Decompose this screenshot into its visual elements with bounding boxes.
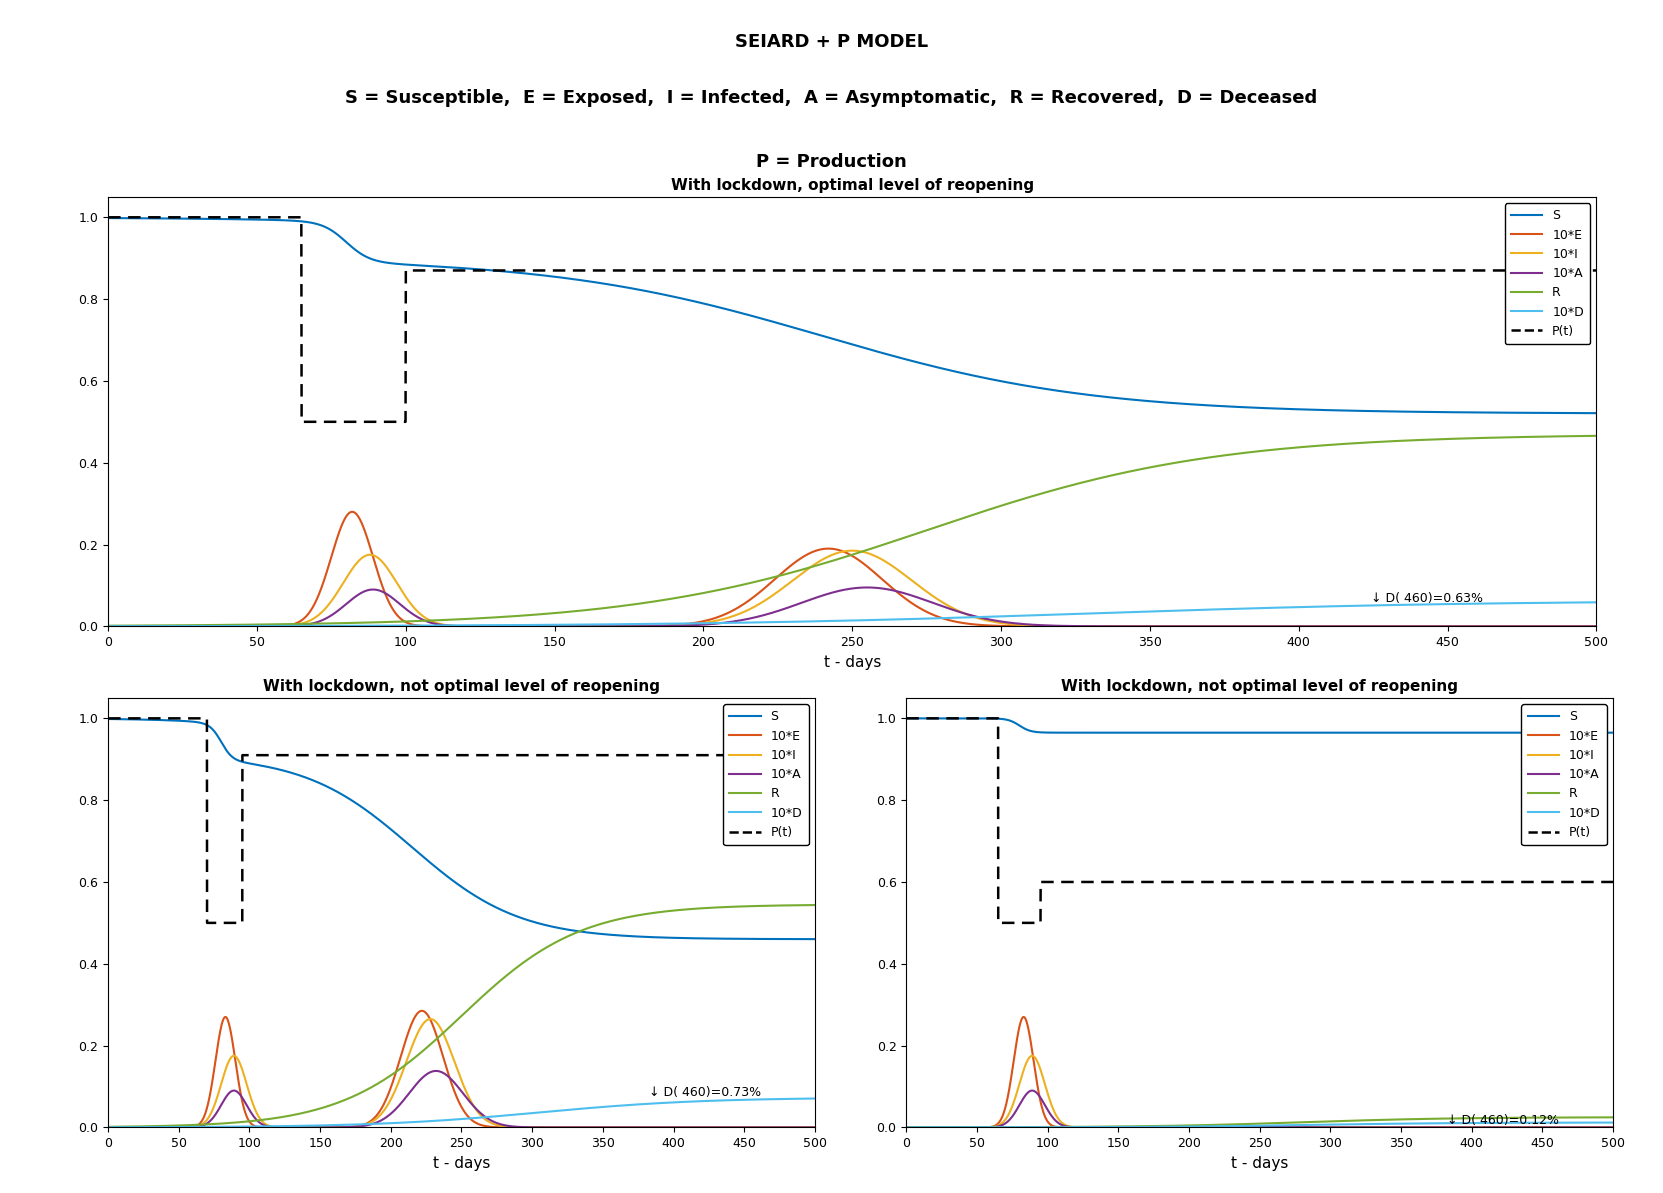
Title: With lockdown, optimal level of reopening: With lockdown, optimal level of reopenin… bbox=[670, 178, 1034, 193]
Text: ↓ D( 460)=0.73%: ↓ D( 460)=0.73% bbox=[649, 1086, 762, 1099]
Text: S = Susceptible,  E = Exposed,  I = Infected,  A = Asymptomatic,  R = Recovered,: S = Susceptible, E = Exposed, I = Infect… bbox=[346, 89, 1317, 107]
Text: ↓ D( 460)=0.12%: ↓ D( 460)=0.12% bbox=[1447, 1113, 1560, 1126]
X-axis label: t - days: t - days bbox=[1231, 1156, 1289, 1170]
Text: P = Production: P = Production bbox=[757, 153, 906, 171]
X-axis label: t - days: t - days bbox=[823, 655, 881, 669]
Title: With lockdown, not optimal level of reopening: With lockdown, not optimal level of reop… bbox=[263, 679, 660, 694]
Title: With lockdown, not optimal level of reopening: With lockdown, not optimal level of reop… bbox=[1061, 679, 1458, 694]
Text: ↓ D( 460)=0.63%: ↓ D( 460)=0.63% bbox=[1372, 592, 1483, 605]
Legend: S, 10*E, 10*I, 10*A, R, 10*D, P(t): S, 10*E, 10*I, 10*A, R, 10*D, P(t) bbox=[723, 704, 808, 845]
X-axis label: t - days: t - days bbox=[432, 1156, 491, 1170]
Legend: S, 10*E, 10*I, 10*A, R, 10*D, P(t): S, 10*E, 10*I, 10*A, R, 10*D, P(t) bbox=[1505, 203, 1590, 344]
Legend: S, 10*E, 10*I, 10*A, R, 10*D, P(t): S, 10*E, 10*I, 10*A, R, 10*D, P(t) bbox=[1522, 704, 1606, 845]
Text: SEIARD + P MODEL: SEIARD + P MODEL bbox=[735, 33, 928, 51]
